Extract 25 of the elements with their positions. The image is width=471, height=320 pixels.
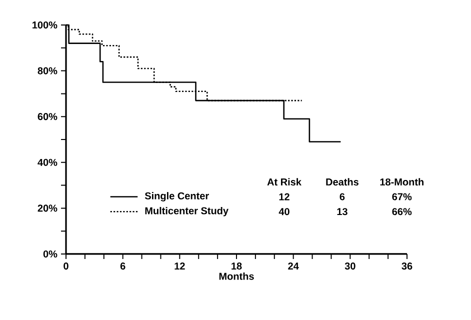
annotation: 6 (340, 193, 345, 200)
y-tick-label: 40% (38, 158, 58, 166)
y-tick-label: 60% (38, 113, 58, 120)
x-tick-label: 24 (288, 262, 299, 270)
y-tick-label: 0% (43, 250, 58, 258)
annotation: 66% (392, 208, 412, 216)
annotation: Deaths (326, 178, 358, 186)
x-tick-label: 12 (174, 262, 185, 270)
annotation: 12 (279, 193, 290, 200)
annotation: 18-Month (380, 178, 424, 186)
x-tick-label: 6 (120, 262, 126, 270)
x-tick-label: 0 (64, 262, 68, 270)
x-tick-label: 30 (344, 262, 356, 270)
y-tick-label: 100% (32, 21, 58, 29)
annotation: 13 (337, 208, 348, 216)
x-tick-label: 36 (402, 262, 412, 270)
x-tick-label: 18 (232, 262, 242, 270)
annotation: 67% (392, 193, 412, 200)
y-tick-label: 20% (38, 204, 58, 212)
annotation: 40 (278, 208, 290, 216)
y-tick-label: 80% (38, 67, 58, 74)
annotation: At Risk (267, 178, 302, 186)
legend-label: Single Center (144, 192, 209, 202)
legend-label: Multicenter Study (145, 206, 228, 216)
x-axis-title: Months (219, 272, 254, 280)
